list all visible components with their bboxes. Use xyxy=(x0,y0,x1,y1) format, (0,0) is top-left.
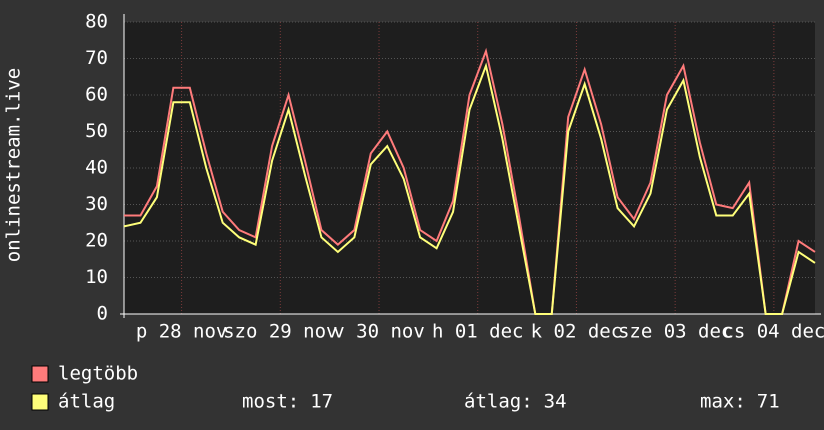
legend-label: átlag xyxy=(58,391,115,413)
x-tick-label: p 28 nov xyxy=(136,321,228,343)
y-tick-label: 80 xyxy=(85,11,108,33)
x-tick-label: szo 29 nov xyxy=(223,321,337,343)
stat-value: 34 xyxy=(544,391,567,413)
y-tick-label: 30 xyxy=(85,193,108,215)
legend-swatch xyxy=(31,393,49,411)
series-line xyxy=(124,47,816,315)
x-tick-label: k 02 dec xyxy=(531,321,623,343)
y-tick-label: 20 xyxy=(85,230,108,252)
stat-label: most: xyxy=(242,391,299,413)
y-axis-label: onlinestream.live xyxy=(3,68,25,262)
legend-swatch xyxy=(31,365,49,383)
stat-label: átlag: xyxy=(464,391,533,413)
y-tick-label: 60 xyxy=(85,84,108,106)
stat-value: 17 xyxy=(310,391,333,413)
x-tick-label: v 30 nov xyxy=(333,321,425,343)
y-tick-label: 50 xyxy=(85,120,108,142)
legend-label: legtöbb xyxy=(58,363,138,385)
stat-value: 71 xyxy=(757,391,780,413)
x-tick-label: cs 04 dec xyxy=(722,321,824,343)
y-tick-label: 40 xyxy=(85,157,108,179)
x-tick-label: sze 03 dec xyxy=(618,321,732,343)
y-tick-label: 70 xyxy=(85,47,108,69)
stat-label: max: xyxy=(700,391,746,413)
x-tick-label: h 01 dec xyxy=(432,321,524,343)
y-tick-label: 10 xyxy=(85,266,108,288)
y-tick-label: 0 xyxy=(97,303,108,325)
series-line xyxy=(123,62,816,315)
